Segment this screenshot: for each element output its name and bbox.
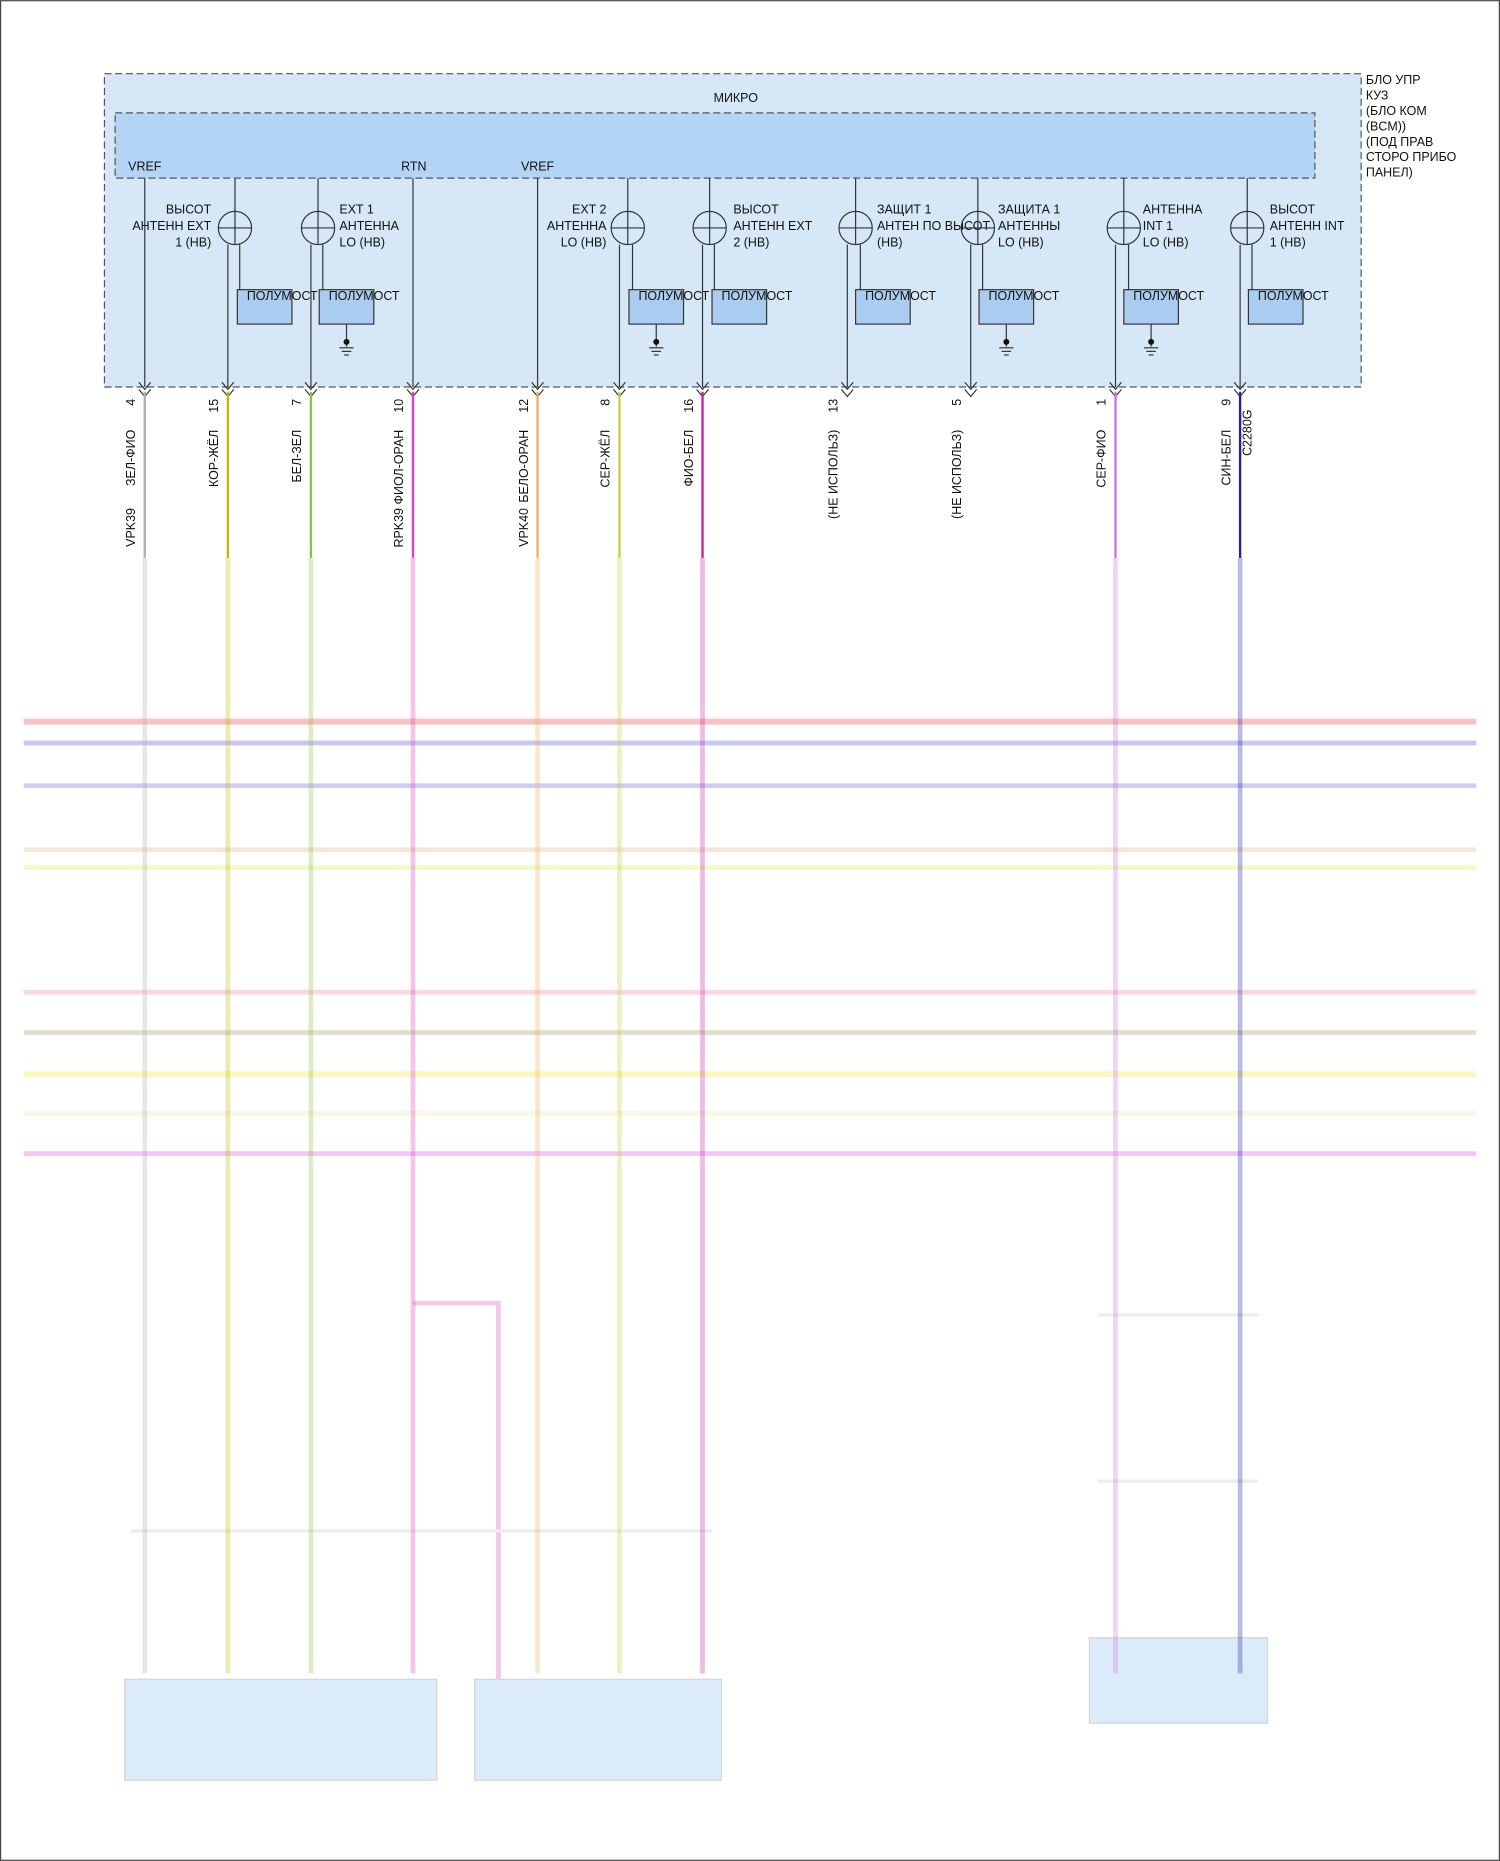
ground-dot bbox=[1148, 338, 1155, 345]
micro-pin-label: VREF bbox=[128, 160, 162, 174]
wire-color: СЕР-ФИО bbox=[1095, 429, 1109, 487]
antenna-label: LO (НВ) bbox=[998, 236, 1044, 250]
micro-label: МИКРО bbox=[714, 91, 759, 105]
antenna-label: EXT 2 bbox=[572, 202, 606, 216]
module-label: (ПОД ПРАВ bbox=[1366, 135, 1433, 149]
pin-terminal bbox=[840, 381, 854, 398]
circuit-id: VPK39 bbox=[124, 508, 138, 547]
half-bridge-box bbox=[1123, 289, 1179, 325]
module-label: (БЛО КОМ bbox=[1366, 104, 1427, 118]
antenna-label: (НВ) bbox=[877, 236, 903, 250]
module-label: ПАНЕЛ) bbox=[1366, 166, 1413, 180]
half-bridge-box bbox=[236, 289, 293, 325]
half-bridge-box bbox=[978, 289, 1035, 325]
pin-number: 9 bbox=[1219, 399, 1233, 406]
antenna-label: АНТЕННА bbox=[339, 219, 399, 233]
blurred-area bbox=[23, 718, 1477, 1781]
wire-color: (НЕ ИСПОЛЬЗ) bbox=[827, 430, 841, 519]
antenna-label: ЗАЩИТА 1 bbox=[998, 202, 1060, 216]
connector-id: C2280G bbox=[1241, 410, 1255, 456]
antenna-label: АНТЕННА bbox=[1143, 202, 1203, 216]
pin-number: 8 bbox=[599, 399, 613, 406]
pin-number: 13 bbox=[827, 399, 841, 413]
antenna-label: АНТЕННА bbox=[547, 219, 607, 233]
half-bridge-label: ПОЛУМОСТ bbox=[1258, 289, 1329, 303]
half-bridge-box bbox=[318, 289, 375, 325]
pin-number: 15 bbox=[207, 399, 221, 413]
half-bridge-label: ПОЛУМОСТ bbox=[989, 289, 1060, 303]
antenna-label: АНТЕНН EXT bbox=[733, 219, 812, 233]
ground-dot bbox=[653, 338, 660, 345]
antenna-label: EXT 1 bbox=[339, 202, 373, 216]
pin-number: 12 bbox=[517, 399, 531, 413]
antenna-label: ВЫСОТ bbox=[733, 202, 779, 216]
half-bridge-label: ПОЛУМОСТ bbox=[1133, 289, 1204, 303]
wire-color: ФИО-БЕЛ bbox=[682, 430, 696, 487]
wire-color: СИН-БЕЛ bbox=[1219, 430, 1233, 486]
antenna-label: АНТЕНН EXT bbox=[132, 219, 211, 233]
half-bridge-label: ПОЛУМОСТ bbox=[638, 289, 709, 303]
antenna-label: 1 (НВ) bbox=[1270, 236, 1306, 250]
micro-box bbox=[114, 112, 1316, 179]
antenna-label: АНТЕННЫ bbox=[998, 219, 1060, 233]
antenna-label: LO (НВ) bbox=[339, 236, 385, 250]
half-bridge-label: ПОЛУМОСТ bbox=[865, 289, 936, 303]
antenna-label: АНТЕН ПО ВЫСОТ bbox=[877, 219, 990, 233]
pin-number: 10 bbox=[392, 399, 406, 413]
pin-terminal bbox=[964, 381, 978, 398]
antenna-label: 1 (НВ) bbox=[175, 236, 211, 250]
wire-color: ФИОЛ-ОРАН bbox=[392, 430, 406, 505]
circuit-id: VPK40 bbox=[517, 508, 531, 547]
wire-color: КОР-ЖЁЛ bbox=[207, 430, 221, 487]
micro-pin-label: VREF bbox=[521, 160, 555, 174]
half-bridge-label: ПОЛУМОСТ bbox=[329, 289, 400, 303]
antenna-label: ЗАЩИТ 1 bbox=[877, 202, 932, 216]
wire-color: (НЕ ИСПОЛЬЗ) bbox=[950, 430, 964, 519]
half-bridge-box bbox=[628, 289, 685, 325]
antenna-label: INT 1 bbox=[1143, 219, 1173, 233]
ground-dot bbox=[343, 338, 350, 345]
wire-color: ЗЕЛ-ФИО bbox=[124, 429, 138, 486]
wire-color: СЕР-ЖЁЛ bbox=[599, 430, 613, 488]
antenna-label: 2 (НВ) bbox=[733, 236, 769, 250]
pin-number: 5 bbox=[950, 399, 964, 406]
antenna-label: ВЫСОТ bbox=[1270, 202, 1316, 216]
pin-number: 4 bbox=[124, 399, 138, 406]
pin-number: 16 bbox=[682, 399, 696, 413]
antenna-label: LO (НВ) bbox=[1143, 236, 1189, 250]
half-bridge-label: ПОЛУМОСТ bbox=[247, 289, 318, 303]
half-bridge-box bbox=[711, 289, 768, 325]
antenna-label: ВЫСОТ bbox=[166, 202, 212, 216]
half-bridge-label: ПОЛУМОСТ bbox=[722, 289, 793, 303]
pin-number: 1 bbox=[1095, 399, 1109, 406]
circuit-id: RPK39 bbox=[392, 508, 406, 548]
module-label: КУЗ bbox=[1366, 89, 1389, 103]
ground-dot bbox=[1003, 338, 1010, 345]
half-bridge-box bbox=[855, 289, 911, 325]
module-label: (BCM)) bbox=[1366, 119, 1406, 133]
micro-pin-label: RTN bbox=[401, 160, 426, 174]
module-label: БЛО УПР bbox=[1366, 73, 1421, 87]
module-label: СТОРО ПРИБО bbox=[1366, 150, 1457, 164]
wire-color: БЕЛ-ЗЕЛ bbox=[290, 430, 304, 483]
wire-color: БЕЛО-ОРАН bbox=[517, 430, 531, 503]
antenna-label: LO (НВ) bbox=[561, 236, 607, 250]
half-bridge-box bbox=[1247, 289, 1304, 325]
pin-number: 7 bbox=[290, 399, 304, 406]
antenna-label: АНТЕНН INT bbox=[1270, 219, 1345, 233]
